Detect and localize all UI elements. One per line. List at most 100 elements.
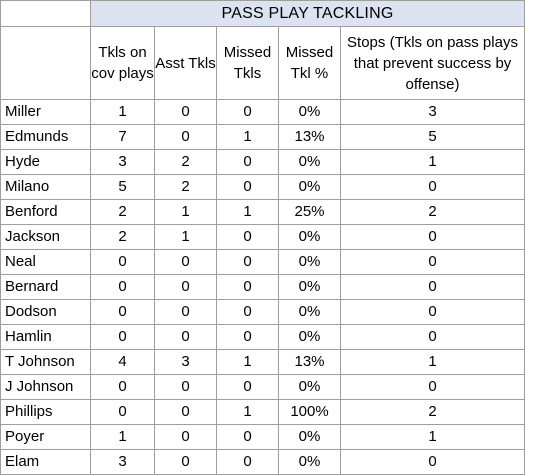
player-name-cell: Edmunds bbox=[0, 124, 91, 150]
stat-cell: 0 bbox=[90, 274, 155, 300]
stat-cell: 0 bbox=[340, 274, 525, 300]
column-header-stops: Stops (Tkls on pass plays that prevent s… bbox=[340, 26, 525, 100]
column-header-tkls-on-cov-plays: Tkls on cov plays bbox=[90, 26, 155, 100]
stat-cell: 0 bbox=[154, 124, 217, 150]
table-row: Milano 5 2 0 0% 0 bbox=[0, 174, 525, 200]
table-row: Jackson 2 1 0 0% 0 bbox=[0, 224, 525, 250]
stat-cell: 1 bbox=[216, 124, 279, 150]
table-row: Dodson 0 0 0 0% 0 bbox=[0, 299, 525, 325]
stat-cell: 0 bbox=[154, 249, 217, 275]
stat-cell: 0% bbox=[278, 249, 341, 275]
stat-cell: 13% bbox=[278, 124, 341, 150]
stat-cell: 0 bbox=[340, 249, 525, 275]
stat-cell: 1 bbox=[154, 199, 217, 225]
player-name-cell: Dodson bbox=[0, 299, 91, 325]
table-row: Miller 1 0 0 0% 3 bbox=[0, 99, 525, 125]
table-row: Benford 2 1 1 25% 2 bbox=[0, 199, 525, 225]
stat-cell: 0 bbox=[90, 374, 155, 400]
stat-cell: 0 bbox=[154, 99, 217, 125]
stat-cell: 2 bbox=[90, 199, 155, 225]
spreadsheet-view: PASS PLAY TACKLING Tkls on cov plays Ass… bbox=[0, 0, 525, 475]
stat-cell: 1 bbox=[216, 399, 279, 425]
table-row: Poyer 1 0 0 0% 1 bbox=[0, 424, 525, 450]
stat-cell: 0 bbox=[216, 374, 279, 400]
stat-cell: 0 bbox=[340, 224, 525, 250]
table-row: Phillips 0 0 1 100% 2 bbox=[0, 399, 525, 425]
stat-cell: 2 bbox=[340, 399, 525, 425]
stat-cell: 0 bbox=[90, 299, 155, 325]
stat-cell: 0 bbox=[154, 299, 217, 325]
player-name-cell: Neal bbox=[0, 249, 91, 275]
stat-cell: 0 bbox=[216, 324, 279, 350]
stat-cell: 0 bbox=[216, 449, 279, 475]
stat-cell: 0 bbox=[154, 424, 217, 450]
stat-cell: 0 bbox=[216, 99, 279, 125]
stat-cell: 0% bbox=[278, 149, 341, 175]
player-name-cell: Poyer bbox=[0, 424, 91, 450]
stat-cell: 0 bbox=[216, 149, 279, 175]
stat-cell: 0 bbox=[154, 324, 217, 350]
player-name-cell: Hamlin bbox=[0, 324, 91, 350]
stat-cell: 1 bbox=[216, 199, 279, 225]
stat-cell: 5 bbox=[340, 124, 525, 150]
stat-cell: 0% bbox=[278, 274, 341, 300]
player-name-cell: Milano bbox=[0, 174, 91, 200]
player-name-cell: T Johnson bbox=[0, 349, 91, 375]
stat-cell: 0 bbox=[340, 374, 525, 400]
stat-cell: 2 bbox=[90, 224, 155, 250]
player-name-cell: Miller bbox=[0, 99, 91, 125]
stat-cell: 1 bbox=[216, 349, 279, 375]
stat-cell: 3 bbox=[90, 449, 155, 475]
player-name-cell: Jackson bbox=[0, 224, 91, 250]
stat-cell: 1 bbox=[340, 349, 525, 375]
stat-cell: 4 bbox=[90, 349, 155, 375]
stat-cell: 0% bbox=[278, 424, 341, 450]
stat-cell: 0 bbox=[340, 324, 525, 350]
player-name-cell: Benford bbox=[0, 199, 91, 225]
table-row: T Johnson 4 3 1 13% 1 bbox=[0, 349, 525, 375]
stat-cell: 100% bbox=[278, 399, 341, 425]
stat-cell: 0% bbox=[278, 449, 341, 475]
table-row: Hamlin 0 0 0 0% 0 bbox=[0, 324, 525, 350]
stat-cell: 0% bbox=[278, 174, 341, 200]
stat-cell: 1 bbox=[90, 99, 155, 125]
stat-cell: 1 bbox=[90, 424, 155, 450]
column-header-missed-tkls: Missed Tkls bbox=[216, 26, 279, 100]
player-name-cell: J Johnson bbox=[0, 374, 91, 400]
table-row: Edmunds 7 0 1 13% 5 bbox=[0, 124, 525, 150]
stat-cell: 13% bbox=[278, 349, 341, 375]
stat-cell: 2 bbox=[340, 199, 525, 225]
table-title: PASS PLAY TACKLING bbox=[90, 0, 525, 27]
player-name-cell: Elam bbox=[0, 449, 91, 475]
stat-cell: 3 bbox=[154, 349, 217, 375]
table-row: Hyde 3 2 0 0% 1 bbox=[0, 149, 525, 175]
pass-play-tackling-table: PASS PLAY TACKLING Tkls on cov plays Ass… bbox=[0, 0, 525, 475]
player-name-cell: Hyde bbox=[0, 149, 91, 175]
stat-cell: 0% bbox=[278, 374, 341, 400]
stat-cell: 7 bbox=[90, 124, 155, 150]
stat-cell: 0 bbox=[154, 374, 217, 400]
stat-cell: 3 bbox=[90, 149, 155, 175]
stat-cell: 0 bbox=[154, 399, 217, 425]
stat-cell: 0 bbox=[216, 299, 279, 325]
player-name-cell: Phillips bbox=[0, 399, 91, 425]
table-row: J Johnson 0 0 0 0% 0 bbox=[0, 374, 525, 400]
corner-blank-cell bbox=[0, 0, 91, 27]
stat-cell: 2 bbox=[154, 174, 217, 200]
stat-cell: 25% bbox=[278, 199, 341, 225]
player-header-blank-cell bbox=[0, 26, 91, 100]
stat-cell: 0 bbox=[216, 424, 279, 450]
stat-cell: 0 bbox=[154, 449, 217, 475]
stat-cell: 0% bbox=[278, 224, 341, 250]
column-header-missed-tkl-pct: Missed Tkl % bbox=[278, 26, 341, 100]
stat-cell: 0 bbox=[154, 274, 217, 300]
stat-cell: 0 bbox=[340, 174, 525, 200]
stat-cell: 0 bbox=[216, 274, 279, 300]
stat-cell: 0 bbox=[90, 399, 155, 425]
stat-cell: 0% bbox=[278, 299, 341, 325]
table-row: Elam 3 0 0 0% 0 bbox=[0, 449, 525, 475]
stat-cell: 0 bbox=[90, 324, 155, 350]
stat-cell: 0 bbox=[216, 249, 279, 275]
stat-cell: 0% bbox=[278, 324, 341, 350]
stat-cell: 3 bbox=[340, 99, 525, 125]
